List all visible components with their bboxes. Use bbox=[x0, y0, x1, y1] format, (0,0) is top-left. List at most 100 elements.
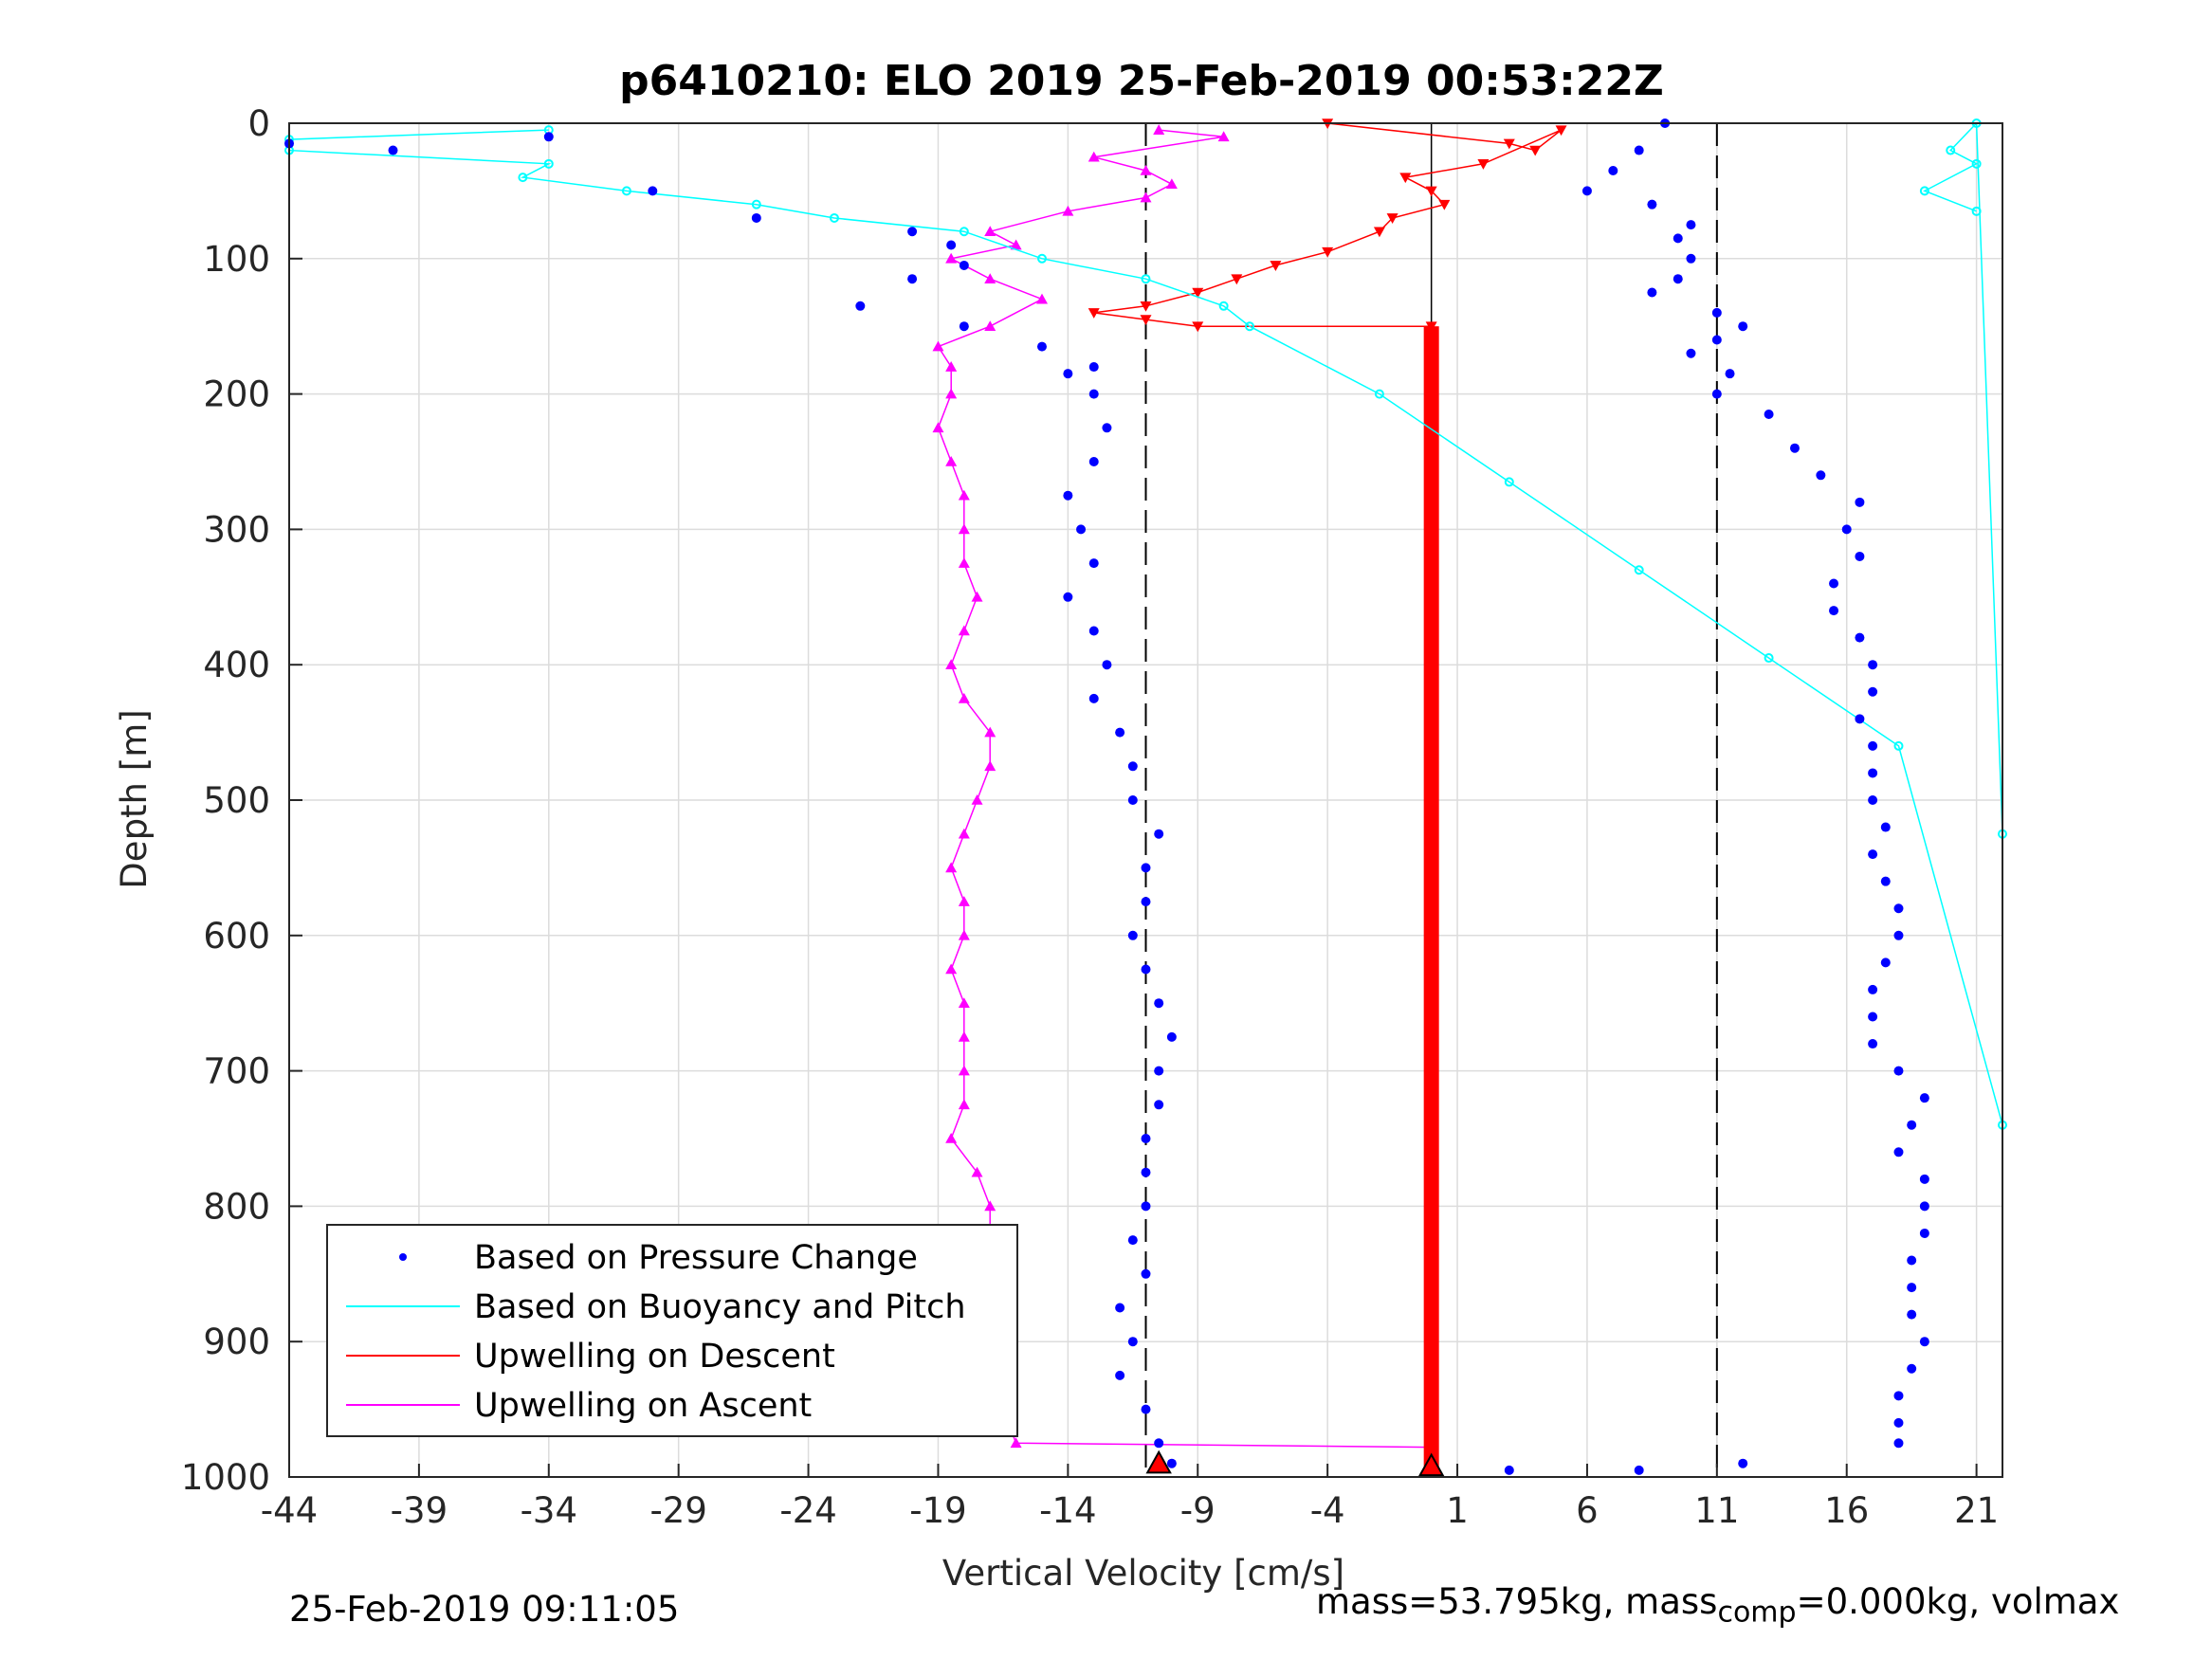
y-tick-label: 0 bbox=[247, 103, 270, 144]
pressure-change-point bbox=[1141, 897, 1151, 907]
pressure-change-point bbox=[751, 212, 761, 223]
pressure-change-point bbox=[1088, 558, 1099, 569]
buoyancy-pitch-marker bbox=[1971, 158, 1982, 169]
y-tick-label: 200 bbox=[203, 374, 270, 415]
pressure-change-point bbox=[1115, 1303, 1125, 1313]
pressure-change-point bbox=[1907, 1363, 1917, 1374]
ascent-upwelling-marker bbox=[945, 963, 958, 975]
y-tick-label: 800 bbox=[203, 1186, 270, 1227]
legend-entry-pressure: Based on Pressure Change bbox=[474, 1239, 918, 1277]
pressure-change-point bbox=[1581, 186, 1592, 196]
pressure-change-point bbox=[543, 132, 554, 142]
bottom-zero-marker bbox=[1417, 1452, 1445, 1477]
buoyancy-pitch-marker bbox=[621, 186, 631, 196]
pressure-change-point bbox=[1673, 274, 1683, 284]
zero-upwelling-bar bbox=[1423, 326, 1439, 1478]
pressure-change-point bbox=[907, 274, 918, 284]
pressure-change-point bbox=[1102, 423, 1112, 433]
pressure-change-point bbox=[1036, 341, 1047, 352]
pressure-change-point bbox=[1893, 1391, 1904, 1401]
pressure-change-point bbox=[1907, 1120, 1917, 1130]
pressure-change-point bbox=[1738, 321, 1748, 332]
pressure-change-point bbox=[1868, 686, 1878, 697]
footer-mass-info: mass=53.795kg, masscomp=0.000kg, volmax bbox=[1316, 1581, 2119, 1629]
ascent-upwelling-marker bbox=[945, 361, 958, 372]
ascent-upwelling-marker bbox=[1062, 205, 1074, 216]
pressure-change-point bbox=[1686, 348, 1696, 358]
pressure-change-point bbox=[1893, 1438, 1904, 1449]
pressure-change-point bbox=[1063, 490, 1073, 501]
buoyancy-pitch-marker bbox=[1971, 206, 1982, 216]
buoyancy-pitch-marker bbox=[1036, 253, 1047, 264]
x-tick-label: -19 bbox=[909, 1490, 966, 1531]
buoyancy-pitch-marker bbox=[751, 199, 761, 210]
ascent-upwelling-marker bbox=[984, 1200, 996, 1212]
ascent-upwelling-marker bbox=[958, 1099, 970, 1110]
descent-upwelling-marker bbox=[1386, 213, 1398, 224]
pressure-change-point bbox=[1868, 1012, 1878, 1022]
pressure-change-point bbox=[1154, 829, 1164, 839]
pressure-change-point bbox=[1855, 497, 1865, 507]
pressure-change-point bbox=[1127, 795, 1138, 805]
ascent-upwelling-marker bbox=[958, 896, 970, 906]
ascent-upwelling-marker bbox=[1010, 1437, 1022, 1449]
ascent-upwelling-marker bbox=[1217, 131, 1230, 142]
y-tick-label: 300 bbox=[203, 509, 270, 550]
descent-upwelling-marker bbox=[1192, 321, 1204, 333]
ascent-upwelling-marker bbox=[971, 794, 983, 805]
ascent-upwelling-marker bbox=[958, 1030, 970, 1042]
buoyancy-pitch-marker bbox=[1764, 653, 1774, 664]
tick-labels: -44 -39 -34 -29 -24 -19 -14 -9 -4 1 6 11 16 210100200… bbox=[181, 103, 1999, 1531]
x-tick-label: -24 bbox=[779, 1490, 836, 1531]
pressure-change-point bbox=[907, 227, 918, 237]
pressure-change-point bbox=[1711, 335, 1722, 345]
pressure-change-point bbox=[1907, 1283, 1917, 1293]
ascent-upwelling-marker bbox=[958, 1065, 970, 1076]
ascent-upwelling-marker bbox=[958, 625, 970, 636]
descent-upwelling-marker bbox=[1270, 261, 1282, 271]
y-tick-label: 900 bbox=[203, 1322, 270, 1362]
pressure-change-point bbox=[1829, 606, 1839, 616]
pressure-change-point bbox=[1725, 369, 1735, 379]
footer-timestamp: 25-Feb-2019 09:11:05 bbox=[289, 1589, 680, 1630]
ascent-upwelling-marker bbox=[945, 388, 958, 399]
buoyancy-pitch-marker bbox=[1218, 301, 1229, 311]
pressure-change-point bbox=[1647, 287, 1657, 298]
pressure-change-point bbox=[1855, 632, 1865, 643]
pressure-change-point bbox=[1063, 592, 1073, 602]
pressure-change-point bbox=[855, 301, 866, 311]
descent-upwelling-marker bbox=[1373, 227, 1385, 238]
legend-entry-buoyancy: Based on Buoyancy and Pitch bbox=[474, 1288, 966, 1326]
descent-upwelling-marker bbox=[1425, 186, 1437, 197]
pressure-change-point bbox=[1907, 1255, 1917, 1266]
pressure-change-point bbox=[1868, 660, 1878, 670]
buoyancy-pitch-marker bbox=[1634, 565, 1644, 575]
descent-upwelling-marker bbox=[1399, 173, 1412, 184]
pressure-change-point bbox=[1608, 165, 1618, 175]
pressure-change-point bbox=[1141, 1201, 1151, 1212]
ascent-upwelling-marker bbox=[958, 523, 970, 535]
x-tick-label: 6 bbox=[1576, 1490, 1599, 1531]
descent-upwelling-marker bbox=[1140, 301, 1152, 312]
pressure-change-point bbox=[648, 186, 658, 196]
pressure-change-point bbox=[1127, 761, 1138, 772]
pressure-change-point bbox=[1686, 253, 1696, 264]
y-tick-label: 100 bbox=[203, 239, 270, 280]
pressure-change-point bbox=[388, 145, 398, 155]
ascent-upwelling-marker bbox=[1140, 191, 1152, 203]
mass-text-a: mass=53.795kg, mass bbox=[1316, 1581, 1718, 1622]
x-tick-label: -4 bbox=[1310, 1490, 1345, 1531]
pressure-change-point bbox=[1816, 470, 1826, 481]
pressure-change-point bbox=[1154, 1438, 1164, 1449]
ascent-upwelling-marker bbox=[984, 226, 996, 237]
pressure-change-point bbox=[1893, 903, 1904, 914]
pressure-change-point bbox=[1711, 389, 1722, 399]
pressure-change-point bbox=[1088, 362, 1099, 373]
bottom-descent-marker bbox=[1145, 1449, 1172, 1474]
pressure-change-point bbox=[1868, 849, 1878, 860]
ascent-upwelling-marker bbox=[1035, 293, 1048, 304]
ascent-upwelling-marker bbox=[1088, 151, 1100, 162]
ascent-upwelling-marker bbox=[945, 862, 958, 873]
legend: Based on Pressure Change Based on Buoyan… bbox=[326, 1224, 1018, 1437]
